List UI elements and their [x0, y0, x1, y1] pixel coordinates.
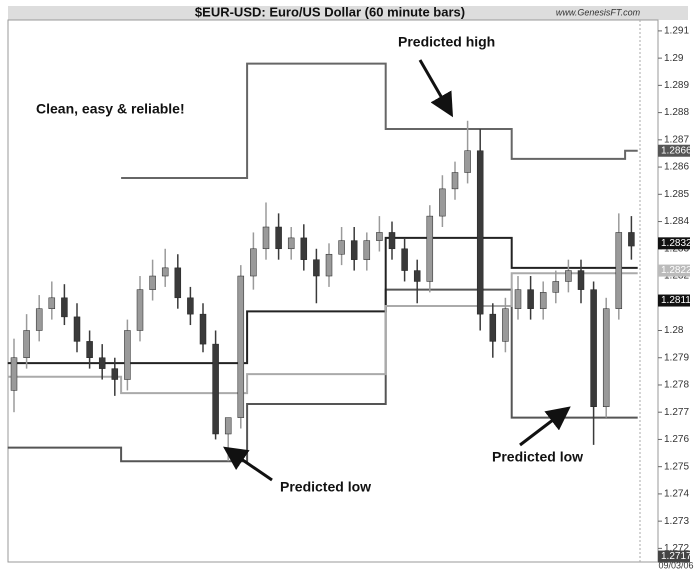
y-tick-label: 1.277 — [664, 407, 689, 418]
candle-body — [174, 267, 182, 299]
candle-body — [590, 289, 597, 408]
candle-body — [476, 150, 484, 315]
price-label: 1.2811 — [661, 295, 691, 306]
y-tick-label: 1.29 — [664, 53, 684, 64]
candle-body — [426, 215, 434, 282]
candle-body — [350, 240, 358, 260]
candle-body — [275, 226, 282, 250]
step-line — [121, 62, 638, 179]
arrow — [519, 406, 571, 447]
y-tick-label: 1.286 — [664, 162, 689, 173]
y-tick-label: 1.288 — [664, 107, 689, 118]
candle-body — [300, 237, 308, 260]
price-box — [658, 550, 690, 563]
candle-body — [565, 270, 572, 282]
candle-body — [10, 357, 18, 391]
annotation: Predicted high — [398, 34, 495, 50]
step-line — [7, 272, 638, 395]
annotation: Predicted low — [492, 449, 583, 465]
candle-body — [628, 232, 635, 247]
title-bar — [8, 6, 688, 20]
candle-body — [199, 313, 207, 345]
price-label: 1.2822 — [661, 265, 692, 276]
candle-body — [577, 270, 585, 290]
price-box — [658, 144, 690, 157]
candle-body — [287, 237, 295, 250]
y-tick-label: 1.284 — [664, 216, 689, 227]
candle-body — [212, 343, 219, 435]
candle-body — [502, 308, 509, 342]
candle-body — [439, 188, 446, 217]
candle-body — [262, 226, 270, 250]
candle-body — [86, 341, 93, 358]
price-box — [658, 264, 690, 277]
annotation: Predicted low — [280, 479, 371, 495]
y-tick-label: 1.275 — [664, 461, 689, 472]
candle-body — [464, 150, 471, 173]
candle-body — [388, 232, 396, 250]
y-tick-label: 1.278 — [664, 380, 689, 391]
candle-body — [401, 248, 408, 271]
candle-body — [363, 240, 371, 260]
candle-body — [313, 259, 320, 277]
candle-body — [48, 297, 56, 309]
candle-body — [539, 292, 547, 309]
candle-body — [35, 308, 43, 331]
y-tick-label: 1.272 — [664, 543, 689, 554]
candle-body — [514, 289, 522, 309]
plot-frame — [7, 19, 659, 563]
y-tick-label: 1.273 — [664, 516, 689, 527]
candle-body — [413, 270, 421, 282]
candle-body — [23, 330, 30, 358]
candle-body — [376, 232, 383, 241]
candle-body — [111, 368, 119, 380]
candle-body — [615, 232, 623, 309]
candle-body — [224, 417, 232, 435]
y-tick-label: 1.276 — [664, 434, 689, 445]
candle-body — [161, 267, 169, 277]
step-line — [7, 288, 638, 463]
y-tick-label: 1.289 — [664, 80, 689, 91]
date-label: 09/03/06 — [658, 560, 693, 570]
watermark: www.GenesisFT.com — [556, 7, 641, 17]
candle-body — [338, 240, 345, 255]
arrow — [418, 59, 453, 118]
y-tick-label: 1.291 — [664, 26, 689, 37]
candle-body — [552, 281, 560, 293]
y-tick-label: 1.279 — [664, 352, 689, 363]
price-label: 1.2866 — [661, 145, 692, 156]
annotation: Clean, easy & reliable! — [36, 101, 185, 117]
candle-body — [602, 308, 610, 408]
price-box — [658, 294, 690, 307]
price-label: 1.2717 — [661, 551, 692, 562]
candle-body — [61, 297, 68, 318]
y-tick-label: 1.285 — [664, 189, 689, 200]
marks — [7, 62, 638, 463]
chart-title: $EUR-USD: Euro/US Dollar (60 minute bars… — [195, 4, 465, 19]
candle-body — [451, 172, 459, 190]
candle-body — [489, 313, 497, 342]
y-tick-label: 1.287 — [664, 134, 689, 145]
price-box — [658, 237, 690, 250]
candle-body — [527, 289, 534, 309]
y-tick-label: 1.274 — [664, 489, 689, 500]
candle-body — [98, 357, 106, 369]
candle-body — [149, 275, 156, 290]
candle-body — [187, 297, 194, 315]
candle-body — [325, 253, 333, 277]
candle-body — [136, 289, 144, 331]
candle-body — [73, 316, 81, 342]
candle-body — [124, 330, 131, 380]
price-label: 1.2832 — [661, 238, 692, 249]
arrow — [223, 446, 273, 482]
y-tick-label: 1.28 — [664, 325, 684, 336]
step-line — [7, 236, 638, 365]
candle-body — [250, 248, 257, 277]
candle-body — [237, 275, 245, 418]
